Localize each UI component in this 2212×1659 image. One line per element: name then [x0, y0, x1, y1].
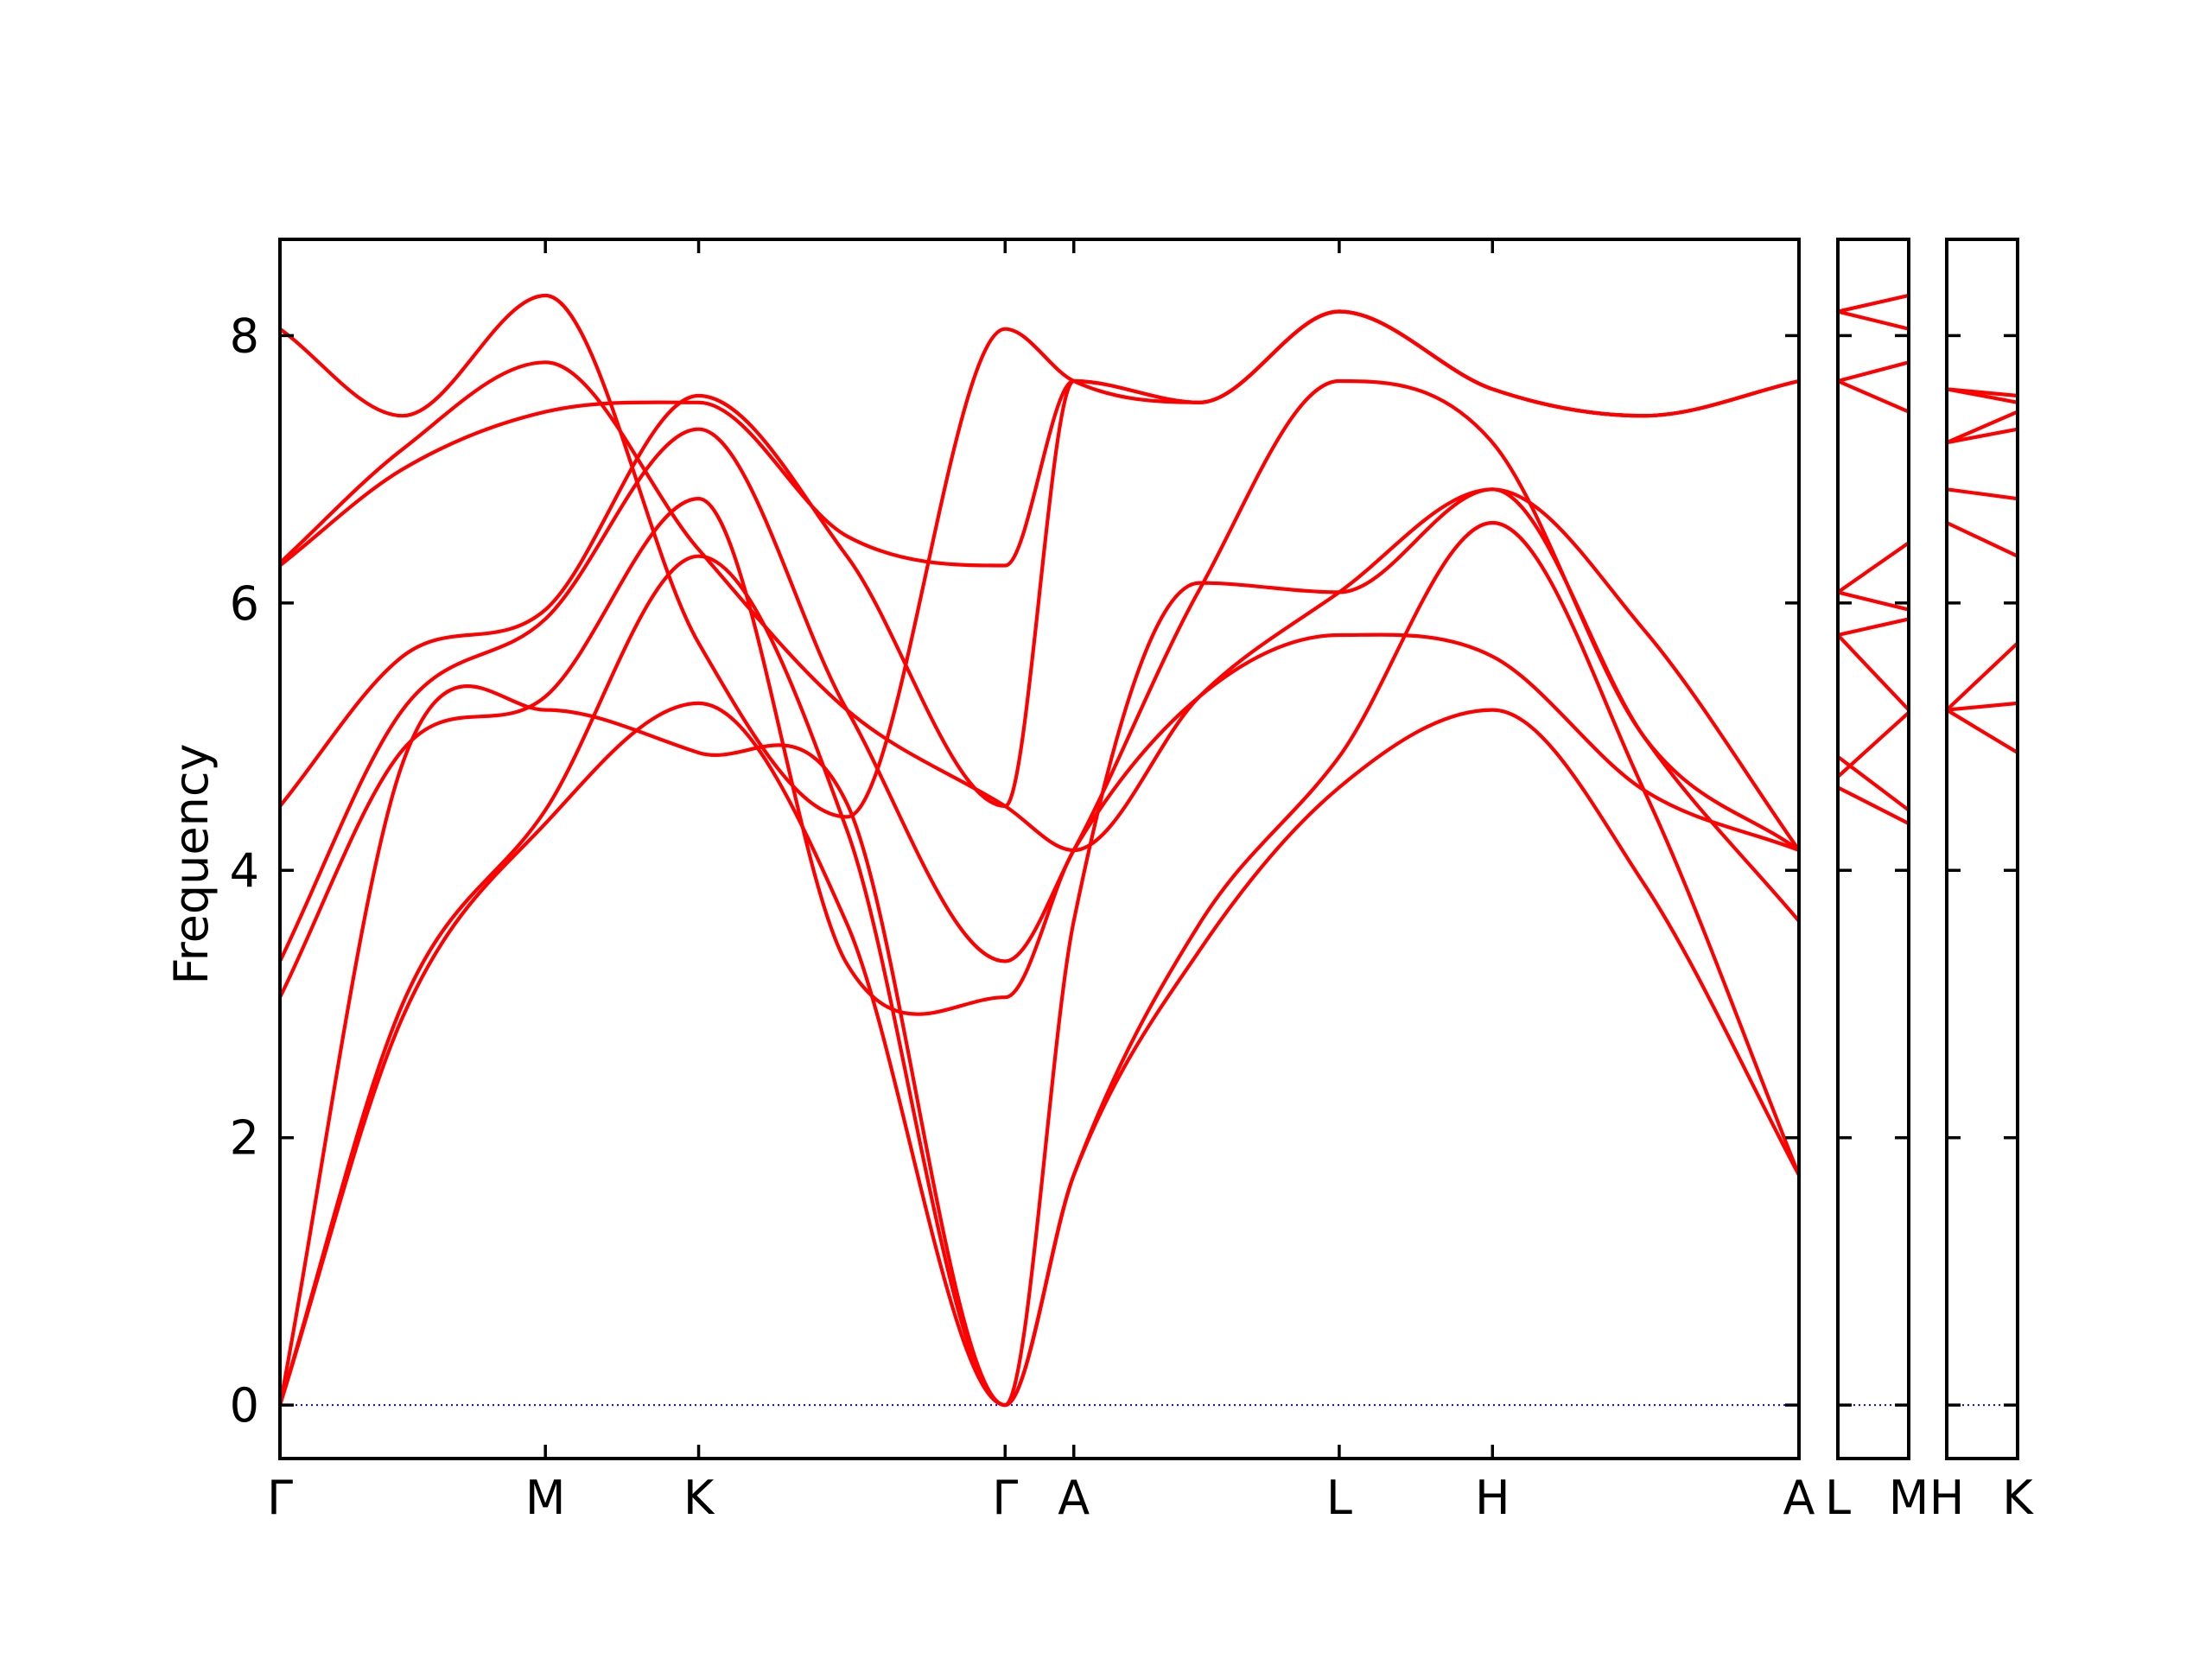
x-tick-label: L — [1825, 1471, 1851, 1525]
band-3 — [1944, 641, 2020, 712]
y-tick-label: 6 — [230, 576, 259, 631]
y-tick-label: 2 — [230, 1111, 259, 1166]
band-3 — [1835, 710, 1911, 779]
band-6 — [277, 309, 1802, 809]
band-4 — [1944, 520, 2020, 558]
x-tick-label: M — [1889, 1471, 1929, 1525]
band-5 — [1944, 487, 2020, 501]
band-1 — [277, 701, 1802, 1408]
band-1 — [1835, 785, 1911, 826]
band-1 — [1944, 708, 2020, 755]
plot-frame — [278, 238, 1801, 1460]
band-6 — [1944, 427, 2020, 445]
x-tick-label: H — [1475, 1471, 1510, 1525]
x-tick-label: A — [1058, 1471, 1090, 1525]
band-2 — [1944, 701, 2020, 712]
x-tick-label: K — [683, 1471, 715, 1525]
band-11 — [1835, 293, 1911, 314]
x-tick-label: L — [1326, 1471, 1352, 1525]
plot-frame — [1836, 238, 1910, 1460]
band-5 — [277, 378, 1802, 963]
band-4 — [1835, 632, 1911, 712]
band-9 — [277, 293, 1802, 819]
band-7 — [1944, 410, 2020, 445]
band-10 — [1835, 309, 1911, 331]
y-tick-label: 0 — [230, 1378, 259, 1433]
band-8 — [1835, 378, 1911, 414]
y-tick-label: 8 — [230, 308, 259, 363]
band-7 — [1835, 541, 1911, 594]
band-5 — [1835, 617, 1911, 638]
plot-frame — [1945, 238, 2019, 1460]
band-9 — [1835, 360, 1911, 384]
x-tick-label: H — [1929, 1471, 1965, 1525]
x-tick-label: M — [525, 1471, 566, 1525]
x-tick-label: A — [1783, 1471, 1815, 1525]
x-tick-label: Γ — [992, 1471, 1018, 1525]
band-9 — [1944, 387, 2020, 398]
band-4 — [277, 497, 1802, 1016]
x-tick-label: Γ — [267, 1471, 293, 1525]
band-2 — [277, 520, 1802, 1408]
band-6 — [1835, 590, 1911, 612]
band-8 — [277, 360, 1802, 853]
x-tick-label: K — [2002, 1471, 2034, 1525]
y-axis-label: Frequency — [164, 744, 219, 985]
y-tick-label: 4 — [230, 843, 259, 898]
